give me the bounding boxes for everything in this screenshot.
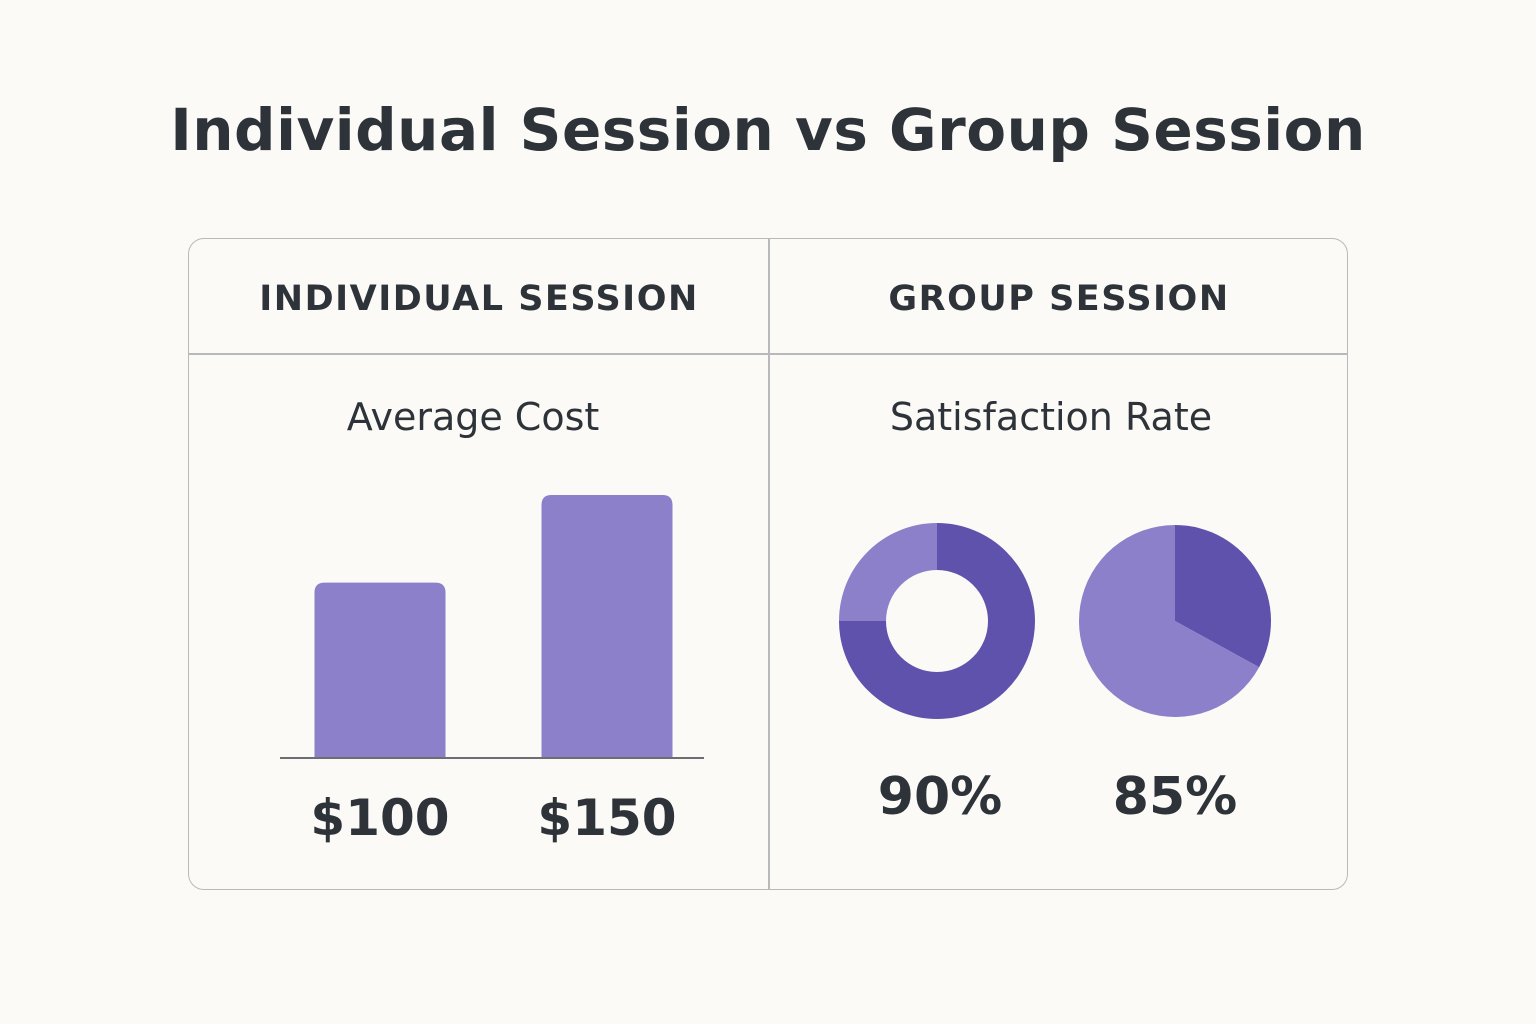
bar-label: $150 [537,789,676,847]
pie-slice-dark [1175,525,1271,668]
header-divider [189,353,1347,355]
individual-session-header: INDIVIDUAL SESSION [259,279,699,319]
column-divider [768,239,770,889]
average-cost-title: Average Cost [346,395,600,439]
bar-150 [541,495,673,758]
pie-label: 90% [878,767,1002,827]
bar-100 [314,582,446,758]
comparison-card: INDIVIDUAL SESSION GROUP SESSION Average… [188,238,1348,890]
group-session-header: GROUP SESSION [888,279,1230,319]
pie-label: 85% [1113,767,1237,827]
satisfaction-rate-title: Satisfaction Rate [889,395,1213,439]
pie-slice-light [1079,525,1260,718]
page-title: Individual Session vs Group Session [170,96,1366,164]
donut-slice-light [839,523,937,621]
bar-label: $100 [310,789,449,847]
donut-slice-dark [839,523,1035,719]
